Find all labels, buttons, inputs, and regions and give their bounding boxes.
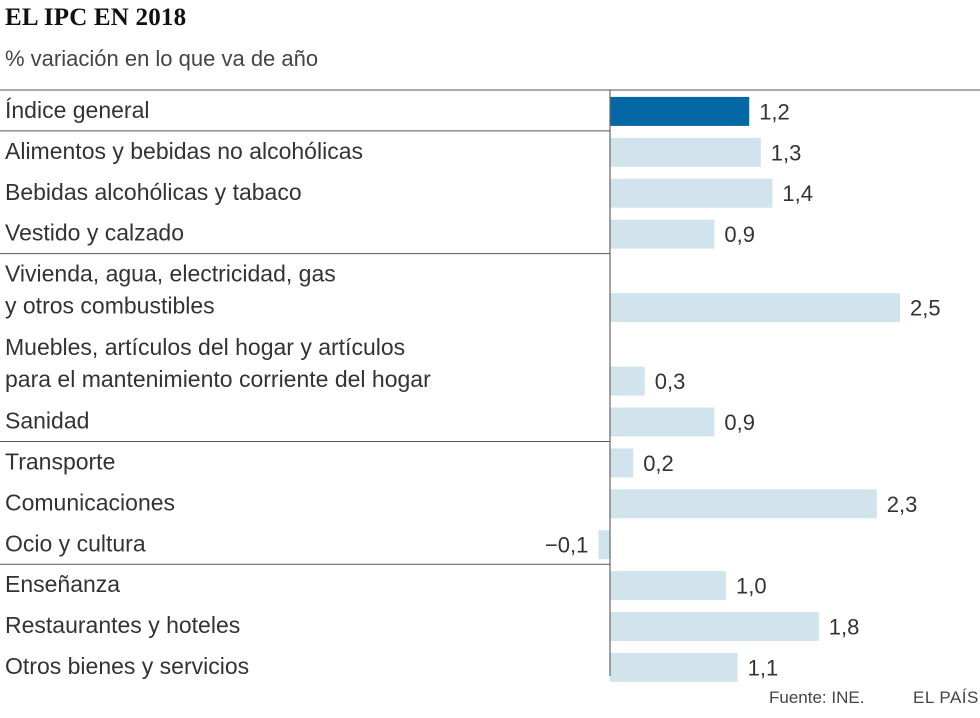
category-label: Bebidas alcohólicas y tabaco bbox=[5, 179, 302, 205]
category-label: Ocio y cultura bbox=[5, 530, 146, 556]
value-label: 1,4 bbox=[782, 181, 813, 206]
value-label: 1,1 bbox=[748, 655, 779, 680]
value-label: 1,8 bbox=[829, 615, 860, 640]
value-label: 2,5 bbox=[910, 296, 941, 321]
category-label: Transporte bbox=[5, 449, 115, 475]
category-label: Sanidad bbox=[5, 408, 89, 434]
category-label: Otros bienes y servicios bbox=[5, 653, 249, 679]
value-label: 1,3 bbox=[771, 140, 802, 165]
value-label: 1,2 bbox=[759, 99, 790, 124]
category-label: y otros combustibles bbox=[5, 293, 215, 319]
bar bbox=[610, 448, 634, 478]
bar bbox=[598, 530, 610, 560]
bar bbox=[610, 652, 738, 682]
category-label: para el mantenimiento corriente del hoga… bbox=[5, 366, 431, 392]
category-label: Enseñanza bbox=[5, 571, 120, 597]
value-label: 0,9 bbox=[724, 222, 755, 247]
value-label: 0,9 bbox=[724, 410, 755, 435]
bar bbox=[610, 407, 715, 437]
category-label: Alimentos y bebidas no alcohólicas bbox=[5, 138, 363, 164]
bar bbox=[610, 96, 750, 126]
chart-subtitle: % variación en lo que va de año bbox=[5, 46, 319, 71]
bar bbox=[610, 489, 877, 519]
bar bbox=[610, 219, 715, 249]
value-label: 2,3 bbox=[887, 492, 918, 517]
brand-label: EL PAÍS bbox=[913, 688, 979, 707]
bar bbox=[610, 571, 726, 601]
value-label: 0,2 bbox=[643, 451, 674, 476]
category-label: Vestido y calzado bbox=[5, 220, 184, 246]
bar bbox=[610, 366, 645, 396]
bar bbox=[610, 293, 900, 323]
value-label: 0,3 bbox=[655, 369, 686, 394]
category-label: Índice general bbox=[5, 97, 150, 123]
category-label: Vivienda, agua, electricidad, gas bbox=[5, 261, 336, 287]
category-label: Comunicaciones bbox=[5, 489, 175, 515]
value-label: 1,0 bbox=[736, 574, 767, 599]
bar bbox=[610, 178, 773, 208]
category-label: Muebles, artículos del hogar y artículos bbox=[5, 334, 405, 360]
value-label: −0,1 bbox=[545, 533, 588, 558]
source-note: Fuente: INE. bbox=[769, 688, 865, 707]
chart-title: EL IPC EN 2018 bbox=[5, 4, 187, 31]
category-label: Restaurantes y hoteles bbox=[5, 612, 240, 638]
bar bbox=[610, 137, 761, 167]
bar bbox=[610, 612, 819, 641]
